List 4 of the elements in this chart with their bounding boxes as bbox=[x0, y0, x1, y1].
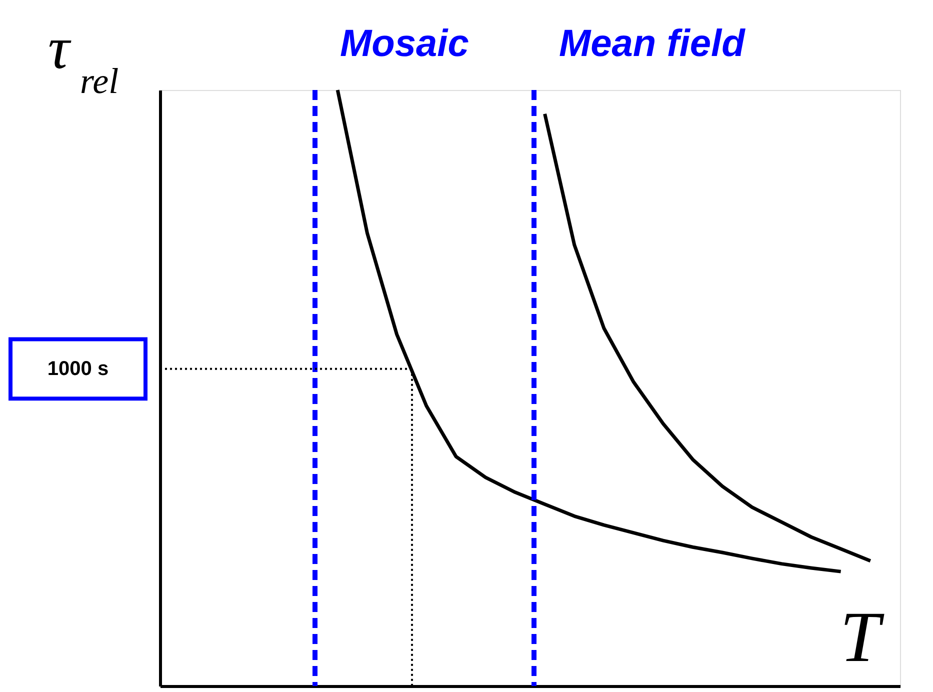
text: Mosaic bbox=[340, 23, 469, 65]
text: Mean field bbox=[559, 23, 746, 65]
ref-line-label: 1000 s bbox=[47, 358, 109, 380]
x-axis-title: T bbox=[840, 597, 885, 677]
